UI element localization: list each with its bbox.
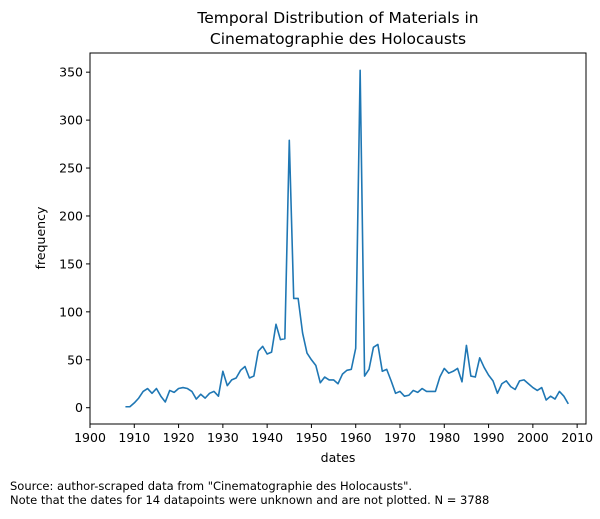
- x-axis-label: dates: [321, 450, 356, 465]
- x-tick-label: 1920: [163, 430, 195, 445]
- x-tick-label: 1960: [340, 430, 372, 445]
- y-tick-label: 150: [59, 256, 83, 271]
- x-tick-label: 1950: [296, 430, 328, 445]
- x-tick-label: 1990: [473, 430, 505, 445]
- y-tick-label: 300: [59, 113, 83, 128]
- chart-title-line1: Temporal Distribution of Materials in: [197, 9, 479, 27]
- series-line: [125, 69, 569, 408]
- x-tick-label: 1970: [384, 430, 416, 445]
- y-tick-label: 0: [75, 400, 83, 415]
- x-tick-label: 1910: [118, 430, 150, 445]
- x-tick-label: 2010: [561, 430, 593, 445]
- y-tick-label: 100: [59, 304, 83, 319]
- x-tick-label: 1980: [428, 430, 460, 445]
- y-axis-label: frequency: [33, 206, 48, 269]
- x-axis-ticks: 1900 1910 1920 1930 1940 1950 1960 1970 1980 1990…: [74, 424, 593, 445]
- x-tick-label: 2000: [517, 430, 549, 445]
- x-tick-label: 1900: [74, 430, 106, 445]
- y-tick-label: 350: [59, 65, 83, 80]
- caption-source: Source: author-scraped data from "Cinema…: [10, 479, 413, 493]
- caption-note: Note that the dates for 14 datapoints we…: [10, 493, 490, 507]
- y-tick-label: 50: [67, 352, 83, 367]
- plot-frame: [89, 52, 587, 425]
- chart-title-line2: Cinematographie des Holocausts: [209, 30, 467, 48]
- y-tick-label: 250: [59, 161, 83, 176]
- y-axis-ticks: 0 50 100 150 200 250 300 350: [59, 65, 90, 415]
- x-tick-label: 1940: [251, 430, 283, 445]
- x-tick-label: 1930: [207, 430, 239, 445]
- y-tick-label: 200: [59, 208, 83, 223]
